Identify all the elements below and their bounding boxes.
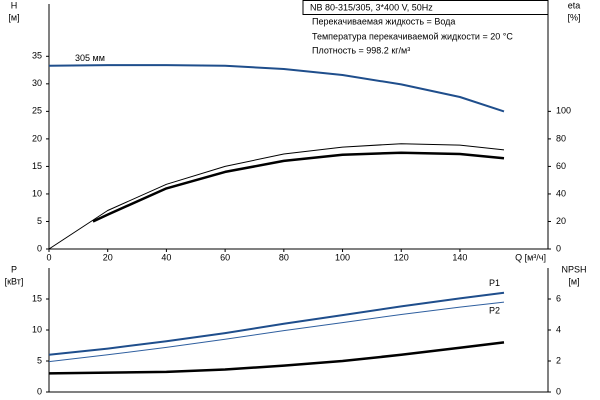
y2-tick-label: 0 — [556, 243, 561, 253]
x-tick-label: 140 — [452, 252, 467, 262]
curve — [48, 301, 505, 363]
y-axis-label: H — [11, 0, 18, 10]
x-tick-label: 60 — [220, 252, 230, 262]
curve — [92, 151, 505, 223]
y-tick-label: 0 — [37, 243, 42, 253]
curve — [48, 64, 505, 113]
x-tick-label: 80 — [279, 252, 289, 262]
y-tick-label: 5 — [37, 355, 42, 365]
curve-label: P1 — [489, 278, 500, 288]
curve-label: P2 — [489, 305, 500, 315]
y2-tick-label: 20 — [556, 216, 566, 226]
y-tick-label: 5 — [37, 216, 42, 226]
y2-tick-label: 0 — [556, 386, 561, 396]
curve-label: 305 мм — [75, 53, 105, 63]
y2-tick-label: 6 — [556, 293, 561, 303]
y-tick-label: 10 — [32, 324, 42, 334]
y2-tick-label: 80 — [556, 133, 566, 143]
note: Перекачиваемая жидкость = Вода — [312, 16, 455, 26]
y-tick-label: 35 — [32, 51, 42, 61]
y2-tick-label: 40 — [556, 188, 566, 198]
x-tick-label: 20 — [103, 252, 113, 262]
y-tick-label: 25 — [32, 106, 42, 116]
x-tick-label: 0 — [46, 252, 51, 262]
y-axis-unit: [м] — [8, 12, 19, 22]
y2-tick-label: 2 — [556, 355, 561, 365]
y-tick-label: 10 — [32, 188, 42, 198]
x-tick-label: 100 — [335, 252, 350, 262]
y-axis-unit: [кВт] — [5, 276, 24, 286]
y2-tick-label: 60 — [556, 161, 566, 171]
y-tick-label: 0 — [37, 386, 42, 396]
y2-axis-unit: [%] — [567, 12, 580, 22]
note: Плотность = 998.2 кг/м³ — [312, 45, 410, 55]
curve — [48, 341, 505, 375]
y2-axis-label: eta — [568, 0, 581, 10]
y-tick-label: 15 — [32, 161, 42, 171]
note: Температура перекачиваемой жидкости = 20… — [312, 31, 513, 41]
y-tick-label: 20 — [32, 133, 42, 143]
y-axis-label: P — [11, 264, 17, 274]
y2-axis-unit: [м] — [568, 276, 579, 286]
y-tick-label: 30 — [32, 78, 42, 88]
curve — [48, 143, 505, 250]
y2-tick-label: 100 — [556, 106, 571, 116]
curve — [48, 291, 505, 356]
x-tick-label: 40 — [161, 252, 171, 262]
y2-axis-label: NPSH — [561, 264, 586, 274]
x-axis-label: Q [м³/ч] — [515, 252, 546, 262]
y-tick-label: 15 — [32, 293, 42, 303]
y2-tick-label: 4 — [556, 324, 561, 334]
x-tick-label: 120 — [394, 252, 409, 262]
chart-title: NB 80-315/305, 3*400 V, 50Hz — [310, 2, 433, 12]
